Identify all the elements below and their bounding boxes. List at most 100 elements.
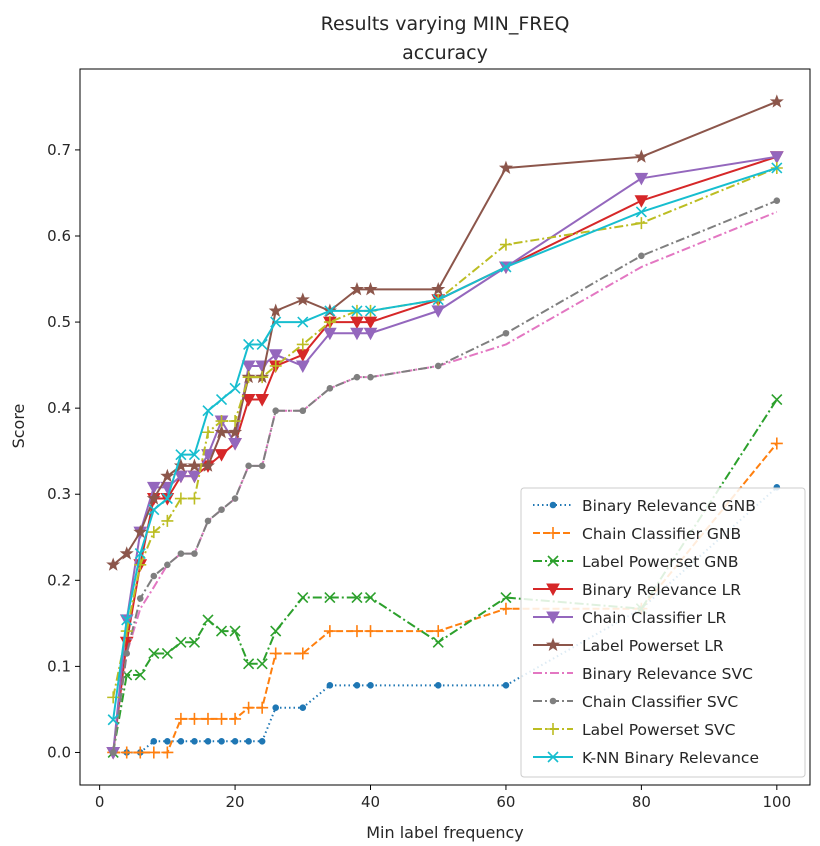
data-point: [268, 349, 283, 362]
data-point: [500, 261, 512, 273]
data-point: [161, 746, 174, 759]
data-point: [164, 561, 171, 569]
data-point: [270, 625, 282, 637]
data-point: [218, 506, 225, 514]
legend-label: Chain Classifier GNB: [582, 525, 741, 543]
data-point: [258, 737, 266, 745]
data-point: [229, 712, 242, 725]
data-point: [326, 682, 334, 689]
y-tick-label: 0.0: [47, 743, 71, 761]
y-tick-label: 0.1: [47, 657, 71, 675]
data-point: [297, 316, 309, 328]
data-point: [546, 611, 560, 625]
y-tick-label: 0.4: [47, 399, 71, 417]
data-point: [202, 405, 214, 417]
data-point: [549, 501, 557, 509]
x-tick-label: 40: [361, 793, 380, 811]
data-point: [242, 371, 255, 384]
data-point: [214, 424, 229, 439]
data-point: [499, 602, 512, 615]
legend-item: Binary Relevance LR: [533, 581, 741, 599]
data-point: [228, 424, 243, 439]
data-point: [431, 281, 446, 296]
data-point: [351, 305, 363, 317]
data-point: [255, 394, 270, 407]
x-tick-label: 100: [762, 793, 791, 811]
data-point: [350, 316, 364, 330]
data-point: [500, 591, 512, 604]
legend-label: K-NN Binary Relevance: [582, 749, 759, 767]
data-point: [160, 468, 175, 483]
data-point: [769, 94, 784, 108]
data-point: [107, 714, 119, 726]
data-point: [323, 327, 337, 341]
data-point: [363, 316, 378, 330]
data-point: [256, 338, 268, 351]
data-point: [350, 625, 363, 638]
data-point: [146, 491, 161, 505]
data-point: [272, 704, 280, 712]
data-point: [431, 305, 446, 318]
data-point: [498, 160, 513, 174]
data-point: [326, 385, 334, 392]
data-point: [133, 524, 148, 539]
data-point: [635, 206, 647, 218]
data-point: [146, 481, 161, 495]
data-point: [297, 591, 309, 604]
data-point: [241, 394, 256, 407]
y-axis-label: Score: [9, 404, 28, 449]
data-point: [638, 252, 645, 260]
data-point: [634, 172, 649, 186]
data-point: [350, 327, 364, 341]
data-point: [134, 548, 146, 560]
data-point: [204, 737, 212, 745]
data-point: [136, 595, 144, 602]
data-point: [323, 625, 336, 638]
data-point: [547, 751, 559, 763]
data-point: [134, 746, 147, 759]
legend-item: Label Powerset SVC: [533, 721, 736, 739]
data-point: [434, 682, 442, 689]
x-tick-label: 0: [95, 793, 105, 811]
data-point: [229, 382, 241, 394]
legend-label: Label Powerset LR: [582, 637, 724, 655]
x-tick-label: 60: [496, 793, 515, 811]
legend-label: Binary Relevance SVC: [582, 665, 753, 683]
data-point: [214, 449, 229, 462]
data-point: [188, 712, 201, 725]
data-point: [324, 305, 336, 317]
data-point: [243, 338, 255, 351]
data-point: [547, 555, 559, 567]
data-point: [164, 737, 171, 745]
series-chain-classifier-gnb: [107, 437, 783, 759]
data-point: [502, 329, 510, 337]
data-point: [269, 359, 282, 372]
data-point: [549, 697, 557, 705]
x-axis-label: Min label frequency: [366, 823, 524, 842]
data-point: [296, 647, 309, 660]
data-point: [174, 712, 187, 725]
data-point: [295, 292, 310, 306]
data-point: [502, 682, 510, 689]
data-point: [174, 470, 188, 484]
data-point: [123, 650, 131, 657]
y-tick-label: 0.7: [47, 141, 71, 159]
data-point: [299, 704, 307, 712]
legend-label: Chain Classifier LR: [582, 609, 727, 627]
data-point: [363, 327, 378, 341]
data-point: [150, 737, 158, 745]
data-point: [187, 458, 202, 472]
plot-area: 0 20 40 60 80 100 0.0 0.1 0.2 0.3 0.4 0.5 0.6 0.7 Bina…: [47, 68, 811, 811]
series-k-nn-binary-relevance: [107, 162, 783, 726]
data-point: [200, 458, 215, 472]
data-point: [204, 517, 212, 525]
data-point: [231, 737, 239, 745]
data-point: [188, 492, 201, 505]
data-point: [270, 316, 282, 328]
data-point: [177, 737, 185, 745]
x-tick-label: 20: [226, 793, 245, 811]
data-point: [188, 449, 201, 461]
data-point: [295, 360, 310, 374]
data-point: [148, 647, 160, 660]
data-point: [367, 373, 374, 381]
